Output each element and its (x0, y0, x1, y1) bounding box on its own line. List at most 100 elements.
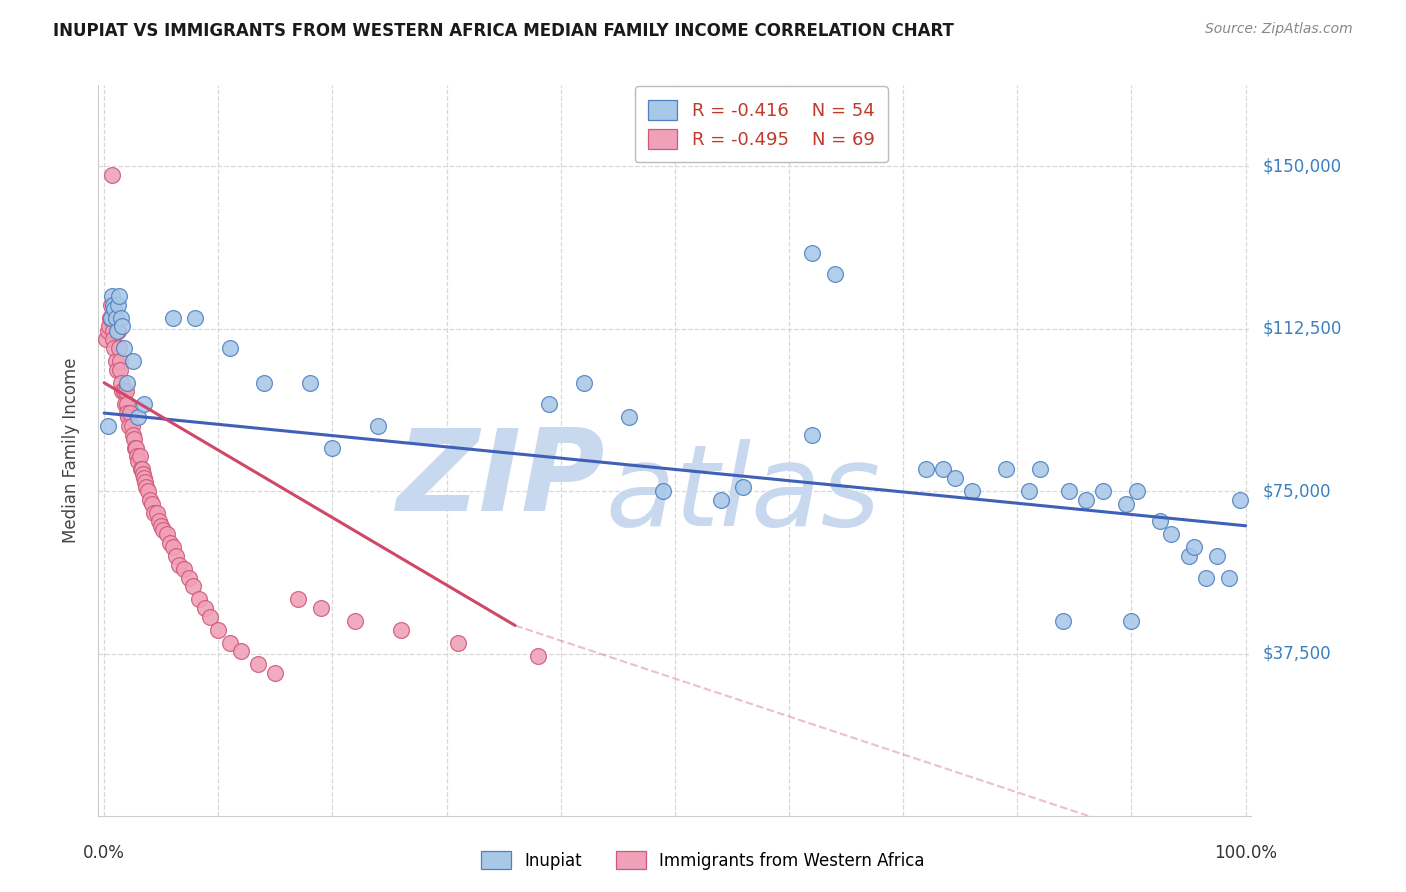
Point (943, 471, 966, 485)
Point (101, 168, 124, 182)
Point (121, 427, 143, 442)
Point (139, 492, 162, 507)
Point (114, 384, 136, 399)
Text: INUPIAT VS IMMIGRANTS FROM WESTERN AFRICA MEDIAN FAMILY INCOME CORRELATION CHART: INUPIAT VS IMMIGRANTS FROM WESTERN AFRIC… (53, 22, 955, 40)
Point (131, 462, 153, 476)
Text: $37,500: $37,500 (1263, 645, 1331, 663)
Point (1160, 527, 1182, 541)
Point (1229, 492, 1251, 507)
Point (1115, 497, 1137, 511)
Point (1091, 484, 1114, 499)
Point (1052, 614, 1074, 628)
Point (112, 384, 135, 399)
Point (127, 410, 149, 425)
Point (136, 484, 159, 499)
Point (264, 666, 287, 681)
Point (110, 310, 132, 325)
Point (218, 636, 240, 650)
Text: 0.0%: 0.0% (83, 844, 125, 862)
Point (127, 454, 149, 468)
Point (572, 376, 595, 390)
Legend: R = -0.416    N = 54, R = -0.495    N = 69: R = -0.416 N = 54, R = -0.495 N = 69 (634, 87, 889, 162)
Point (1018, 484, 1040, 499)
Point (298, 376, 321, 390)
Point (96, 324, 118, 338)
Point (162, 541, 184, 555)
Point (143, 506, 166, 520)
Point (159, 536, 181, 550)
Point (105, 324, 128, 338)
Point (108, 362, 131, 376)
Point (115, 406, 138, 420)
Point (194, 601, 217, 615)
Point (100, 298, 122, 312)
Point (145, 506, 167, 520)
Point (134, 475, 156, 490)
Point (124, 441, 146, 455)
Point (115, 376, 138, 390)
Point (103, 341, 125, 355)
Point (103, 332, 125, 346)
Point (800, 245, 823, 260)
Point (1074, 492, 1097, 507)
Point (121, 354, 143, 368)
Point (173, 562, 195, 576)
Point (114, 397, 136, 411)
Point (148, 515, 170, 529)
Point (103, 301, 125, 316)
Point (619, 410, 641, 425)
Text: atlas: atlas (606, 439, 880, 549)
Point (107, 298, 129, 312)
Point (733, 480, 755, 494)
Point (1126, 484, 1149, 499)
Point (321, 441, 343, 455)
Point (107, 324, 129, 338)
Point (127, 450, 149, 464)
Legend: Inupiat, Immigrants from Western Africa: Inupiat, Immigrants from Western Africa (475, 845, 931, 877)
Y-axis label: Median Family Income: Median Family Income (62, 358, 80, 543)
Point (103, 298, 125, 312)
Point (108, 341, 131, 355)
Point (1057, 484, 1080, 499)
Point (118, 419, 141, 434)
Point (112, 341, 135, 355)
Point (177, 571, 200, 585)
Point (121, 419, 143, 434)
Point (709, 492, 731, 507)
Text: ZIP: ZIP (398, 425, 606, 535)
Point (169, 558, 191, 572)
Point (1218, 571, 1240, 585)
Point (104, 354, 127, 368)
Point (184, 310, 207, 325)
Point (98, 310, 121, 325)
Point (132, 467, 155, 481)
Point (994, 462, 1017, 476)
Point (344, 614, 367, 628)
Point (128, 450, 150, 464)
Point (1149, 515, 1171, 529)
Point (129, 462, 152, 476)
Point (97, 319, 120, 334)
Point (110, 376, 132, 390)
Point (96, 419, 118, 434)
Point (824, 268, 846, 282)
Point (125, 441, 148, 455)
Point (100, 310, 122, 325)
Point (101, 289, 124, 303)
Point (120, 406, 142, 420)
Point (389, 623, 412, 637)
Point (447, 636, 470, 650)
Text: Source: ZipAtlas.com: Source: ZipAtlas.com (1205, 22, 1353, 37)
Point (218, 341, 240, 355)
Point (200, 609, 222, 624)
Point (932, 462, 955, 476)
Point (652, 484, 675, 499)
Point (162, 310, 184, 325)
Point (181, 579, 204, 593)
Point (247, 657, 270, 672)
Point (152, 523, 174, 537)
Point (122, 432, 145, 446)
Point (367, 419, 389, 434)
Point (1177, 549, 1199, 563)
Point (132, 471, 155, 485)
